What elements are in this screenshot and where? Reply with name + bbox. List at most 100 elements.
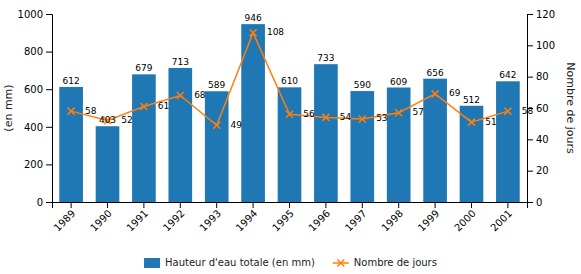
marker [504,108,511,115]
x-tick: 1998 [379,202,405,233]
bar [387,88,411,202]
bar [168,68,192,202]
data-label: 58 [522,106,534,116]
tick-mark [435,202,436,208]
data-label: 612 [63,76,80,86]
tick-label: 1990 [88,208,114,234]
data-label: 590 [354,80,371,90]
tick-mark [46,164,52,165]
tick-mark [527,45,533,46]
data-label: 733 [317,53,334,63]
data-label: 108 [267,27,284,37]
tick-mark [107,202,108,208]
data-label: 61 [158,101,169,111]
data-label: 49 [231,120,243,130]
marker [250,29,257,36]
y-tick: 200 [24,159,52,170]
marker [140,103,147,110]
x-tick: 2001 [488,202,514,233]
y-tick: 400 [24,122,52,133]
tick-label: 20 [536,165,549,176]
x-axis: 1989199019911992199319941995199619971998… [52,202,528,233]
tick-mark [527,14,533,15]
tick-label: 60 [536,103,549,114]
data-label: 51 [485,117,496,127]
data-label: 713 [172,57,189,67]
y2-tick: 120 [527,9,555,20]
x-tick: 1989 [52,202,78,233]
tick-label: 40 [536,134,549,145]
marker [213,122,220,129]
bar [314,64,338,202]
x-tick: 1991 [124,202,150,233]
marker [359,115,366,122]
x-tick: 1995 [270,202,296,233]
tick-mark [527,139,533,140]
tick-mark [216,202,217,208]
y2-tick: 0 [527,197,542,208]
data-label: 610 [281,76,298,86]
chart-container: 1989199019911992199319941995199619971998… [0,0,581,274]
tick-label: 120 [536,9,555,20]
legend-item: Hauteur d'eau totale (en mm) [144,257,315,268]
axis-line [46,15,53,203]
data-label: 57 [413,107,424,117]
marker [395,109,402,116]
line [71,33,508,125]
data-label: 679 [135,63,152,73]
tick-label: 600 [24,84,43,95]
data-label: 656 [427,68,444,78]
x-tick: 1994 [234,202,260,233]
x-tick: 1992 [161,202,187,233]
data-label: 68 [194,90,206,100]
tick-label: 1991 [124,208,150,234]
legend-item: Nombre de jours [333,257,437,268]
y-tick: 1000 [18,9,52,20]
marker [286,111,293,118]
tick-label: 1992 [161,208,187,234]
y2-tick: 40 [527,134,549,145]
legend-label: Nombre de jours [354,257,437,268]
tick-label: 2001 [488,208,514,234]
tick-label: 0 [536,197,542,208]
marker [468,119,475,126]
bar [96,126,120,202]
legend-marker [337,260,344,267]
tick-label: 1999 [416,208,442,234]
tick-mark [180,202,181,208]
legend-swatch [144,258,160,268]
tick-label: 1994 [234,208,260,234]
y2-tick: 80 [527,71,549,82]
x-tick: 1997 [343,202,369,233]
legend: Hauteur d'eau totale (en mm) Nombre de jo… [144,257,437,268]
x-tick: 1999 [416,202,442,233]
bar [59,87,83,202]
bar [278,87,302,202]
marks [59,24,519,202]
bar [205,91,229,202]
tick-mark [46,52,52,53]
data-label: 53 [376,113,387,123]
marker [68,108,75,115]
tick-label: 1997 [343,208,369,234]
tick-mark [46,89,52,90]
data-label: 58 [85,106,97,116]
tick-label: 1995 [270,208,296,234]
bar-series [59,24,519,202]
data-label: 52 [121,115,132,125]
tick-mark [46,202,52,203]
data-label: 946 [245,13,262,23]
y-axis-title: (en mm) [2,84,15,131]
data-label: 512 [463,95,480,105]
tick-label: 200 [24,159,43,170]
background [0,0,581,274]
marker [432,90,439,97]
y2-tick: 100 [527,40,555,51]
tick-mark [507,202,508,208]
tick-mark [527,171,533,172]
data-label: 589 [208,80,225,90]
tick-mark [325,202,326,208]
tick-mark [527,202,533,203]
tick-label: 1996 [306,208,332,234]
y-tick: 800 [24,46,52,57]
